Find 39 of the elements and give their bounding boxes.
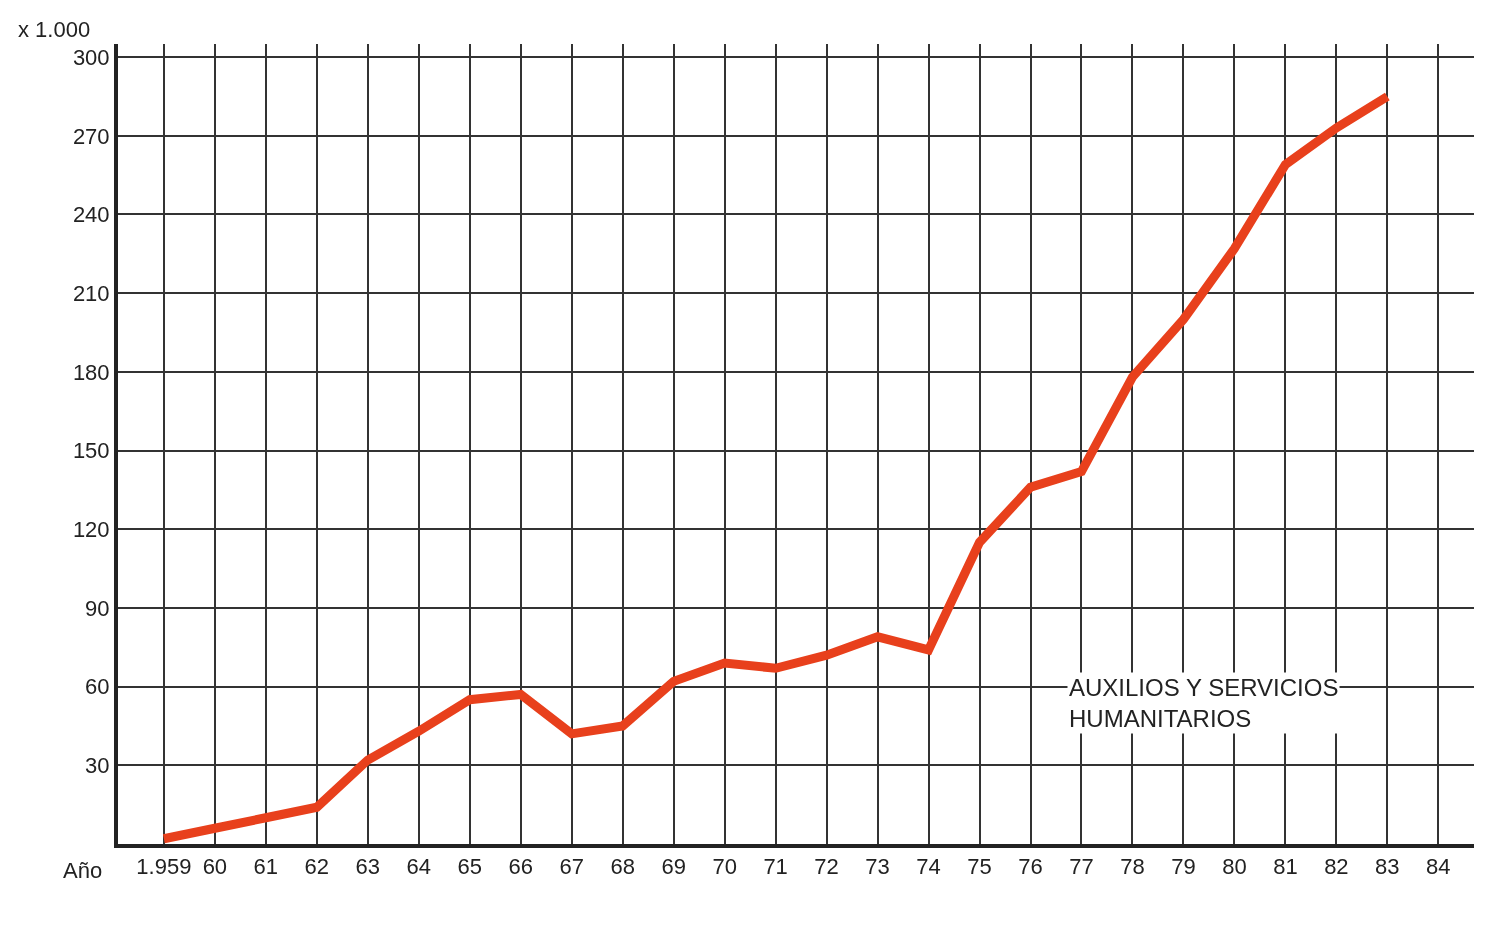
y-tick-label: 180 — [72, 359, 110, 385]
x-tick-label: 63 — [355, 854, 381, 880]
y-tick-label: 150 — [72, 438, 110, 464]
x-tick-label: 67 — [559, 854, 584, 880]
y-tick-label: 210 — [72, 280, 110, 306]
x-tick-label: 83 — [1375, 854, 1400, 880]
x-tick-label: 75 — [967, 854, 992, 880]
y-tick-label: 60 — [85, 674, 110, 700]
y-tick-label: 120 — [72, 516, 110, 542]
x-tick-label: 1.959 — [136, 854, 192, 880]
x-tick-label: 69 — [661, 854, 686, 880]
y-tick-label: 240 — [72, 202, 110, 228]
x-tick-label: 65 — [457, 854, 482, 880]
y-tick-label: 30 — [85, 753, 110, 779]
y-tick-label: 270 — [72, 123, 110, 149]
x-tick-label: 62 — [304, 854, 330, 880]
x-tick-label: 64 — [406, 854, 432, 880]
x-tick-label: 84 — [1426, 854, 1451, 880]
x-tick-label: 66 — [508, 854, 533, 880]
x-tick-label: 76 — [1018, 854, 1043, 880]
y-tick-label: 90 — [85, 595, 110, 621]
x-tick-label: 61 — [253, 854, 279, 880]
x-tick-label: 68 — [610, 854, 635, 880]
x-tick-label: 70 — [712, 854, 737, 880]
x-tick-label: 77 — [1069, 854, 1094, 880]
x-axis-title: Año — [63, 858, 103, 883]
x-tick-label: 71 — [763, 854, 788, 880]
x-tick-label: 80 — [1222, 854, 1247, 880]
x-tick-label: 78 — [1120, 854, 1145, 880]
x-tick-label: 81 — [1273, 854, 1298, 880]
x-tick-label: 74 — [916, 854, 941, 880]
x-tick-label: 60 — [202, 854, 228, 880]
x-tick-label: 82 — [1324, 854, 1349, 880]
x-tick-label: 79 — [1171, 854, 1196, 880]
y-tick-label: 300 — [72, 44, 110, 70]
x-tick-label: 72 — [814, 854, 839, 880]
x-tick-label: 73 — [865, 854, 890, 880]
y-axis-title: x 1.000 — [18, 17, 91, 42]
text: AUXILIOS Y SERVICIOS HUMANITARIOS — [1069, 674, 1339, 733]
